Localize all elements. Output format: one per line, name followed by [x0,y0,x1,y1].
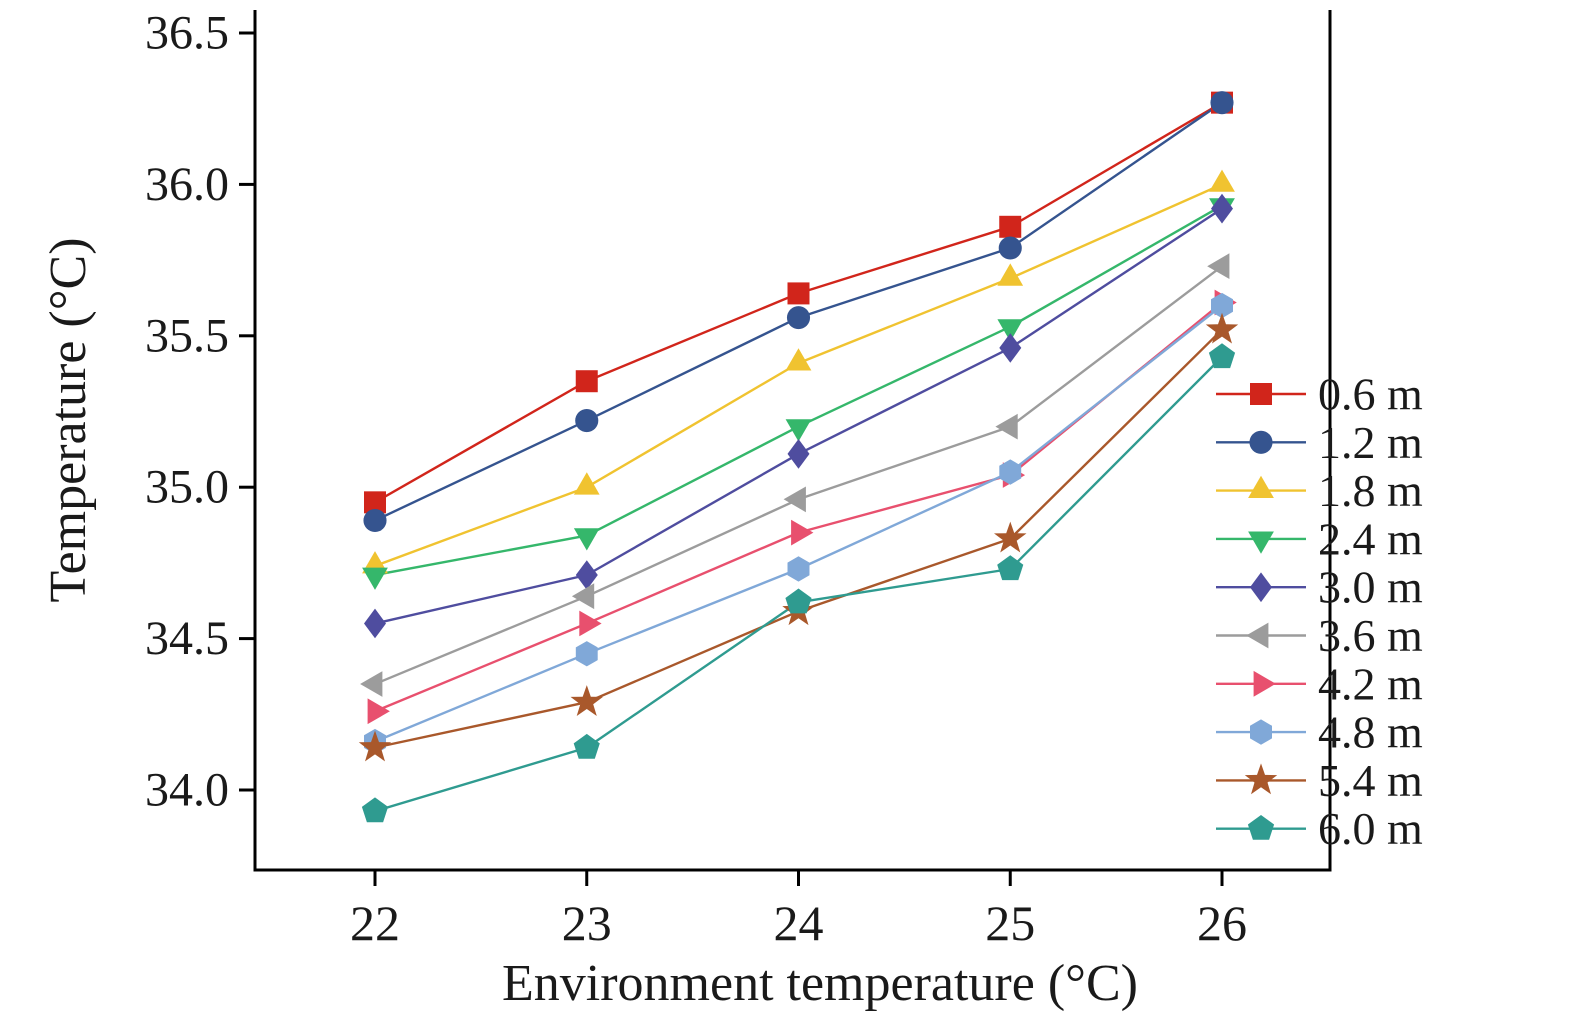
series-marker-6.0m [1208,343,1236,369]
series-marker-4.2m [367,698,390,725]
series-marker-1.2m [786,306,811,330]
series-marker-6.0m [785,588,812,614]
x-tick-label: 25 [985,895,1035,951]
series-line-1.8m [374,183,1223,568]
series-marker-1.8m [997,263,1024,286]
series-marker-6.0m [573,733,600,759]
x-tick-label: 22 [350,895,400,951]
legend-marker-3.6m [1246,622,1269,649]
legend-label-1.8m: 1.8 m [1318,465,1423,516]
series-marker-5.4m [358,730,392,762]
y-axis-title: Temperature (°C) [40,237,97,602]
series-marker-0.6m [364,491,386,514]
series-marker-1.2m [1210,91,1234,115]
series-marker-3.6m [783,486,806,513]
series-marker-5.4m [1205,312,1239,344]
series-marker-0.6m [787,282,810,305]
y-tick-label: 34.5 [145,612,229,665]
series-marker-2.4m [573,528,600,551]
y-tick-label: 35.0 [145,461,229,514]
y-tick-label: 35.5 [145,309,229,362]
x-tick-label: 23 [562,895,612,951]
series-marker-2.4m [785,419,812,442]
series-marker-4.2m [791,519,814,546]
series-marker-3.6m [571,583,595,610]
series-marker-1.2m [998,236,1022,260]
legend-label-5.4m: 5.4 m [1318,755,1423,806]
series-marker-1.8m [1209,169,1235,192]
legend-label-4.8m: 4.8 m [1318,707,1423,758]
series-marker-4.8m [999,459,1022,485]
legend-marker-6.0m [1247,815,1275,840]
series-marker-3.6m [995,413,1018,440]
legend-marker-3.0m [1250,572,1272,603]
legend-marker-4.2m [1253,670,1276,697]
series-marker-3.0m [1211,193,1233,224]
legend-marker-1.8m [1248,475,1274,498]
series-marker-4.8m [1211,292,1233,319]
series-marker-1.2m [363,508,387,533]
series-marker-3.6m [360,671,383,697]
legend-label-4.2m: 4.2 m [1318,658,1423,709]
series-marker-5.4m [570,685,603,716]
series-line-4.8m [374,304,1223,743]
series-marker-2.4m [997,319,1024,342]
series-marker-1.8m [573,472,600,495]
legend-marker-0.6m [1250,383,1272,405]
series-marker-4.8m [575,641,598,667]
series-marker-2.4m [362,567,388,590]
series-marker-3.0m [787,439,810,469]
series-marker-3.0m [364,608,386,639]
series-marker-0.6m [999,215,1022,238]
series-marker-5.4m [994,521,1027,553]
series-marker-1.8m [785,348,812,371]
legend-label-3.6m: 3.6 m [1318,610,1423,661]
legend-label-0.6m: 0.6 m [1318,369,1423,420]
x-tick-label: 26 [1197,895,1247,951]
legend-marker-2.4m [1248,531,1274,554]
legend-marker-1.2m [1249,430,1273,454]
legend-label-6.0m: 6.0 m [1318,803,1423,854]
series-marker-6.0m [997,555,1024,581]
legend-label-1.2m: 1.2 m [1318,417,1423,468]
legend-label-3.0m: 3.0 m [1318,562,1423,613]
series-marker-3.0m [999,333,1022,363]
legend-marker-5.4m [1244,763,1278,795]
series-marker-4.8m [787,556,810,582]
y-tick-label: 36.0 [145,158,229,211]
series-marker-3.0m [575,560,598,590]
legend-label-2.4m: 2.4 m [1318,513,1423,564]
x-tick-label: 24 [774,895,824,951]
legend-marker-4.8m [1250,719,1272,745]
y-tick-label: 34.0 [145,764,229,817]
y-tick-label: 36.5 [145,7,229,60]
series-marker-3.6m [1207,253,1230,279]
series-marker-0.6m [575,370,598,393]
series-marker-1.2m [575,409,599,433]
series-marker-6.0m [361,797,389,823]
x-axis-title: Environment temperature (°C) [502,955,1138,1012]
series-marker-4.2m [579,610,602,637]
